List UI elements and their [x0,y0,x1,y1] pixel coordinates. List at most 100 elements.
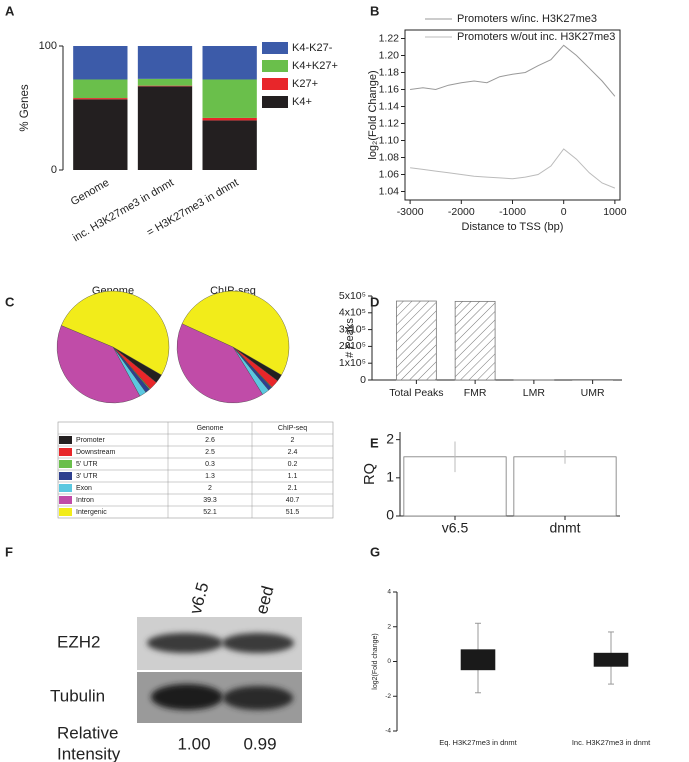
x-tick-label: v6.5 [442,520,469,536]
legend-label: Promoters w/inc. H3K27me3 [457,13,597,25]
bar-segment [73,46,128,80]
table-cell: 2.5 [205,449,215,456]
legend-swatch [262,60,288,72]
pie-slice [61,290,170,376]
x-tick-label: UMR [581,387,605,399]
table-cell: 52.1 [203,509,217,516]
x-tick-label: 1000 [603,206,627,218]
legend-swatch [262,96,288,108]
table-row-label: Promoter [76,437,105,444]
pie-slice [181,290,290,376]
intensity-value: 1.00 [177,734,210,753]
y-tick-label: 1.12 [379,117,400,129]
western-blot: v6.5 eed EZH2 Tubulin Relative Intensity… [50,580,302,762]
lane-label: v6.5 [186,580,213,616]
legend-label: K27+ [292,78,318,90]
line [410,148,616,189]
x-axis-label: Distance to TSS (bp) [462,221,564,233]
pie-slice [56,325,141,404]
x-tick-label: -3000 [397,206,424,218]
x-tick-label: FMR [464,387,487,399]
line [410,44,616,97]
bar-segment [73,99,128,170]
panel-label: G [370,544,380,559]
y-tick-label: 1.14 [379,100,400,112]
panel-label: E [370,435,379,450]
y-tick-label: 3x10⁵ [339,323,366,335]
blot-band [222,633,294,653]
table-cell: 1.3 [205,473,215,480]
y-axis-label: log₂(Fold Change) [367,70,379,159]
panel-label: A [5,3,15,18]
table-row-label: Intron [76,497,94,504]
y-tick-label: 1.16 [379,83,400,95]
intensity-value: 0.99 [243,734,276,753]
x-tick-label: Genome [69,177,112,208]
bar-segment [137,86,193,170]
y-tick-label: 5x10⁵ [339,290,366,302]
x-tick-label: dnmt [549,520,580,536]
y-tick-label: 1x10⁵ [339,357,366,369]
y-tick-label: 1.04 [379,185,400,197]
table-header: ChIP-seq [278,425,307,432]
y-axis-label: # Peaks [344,318,356,358]
y-tick-label: 0 [386,507,394,523]
y-tick-label: 1.22 [379,32,400,44]
table-cell: 40.7 [286,497,300,504]
y-tick-label: 2 [386,430,394,446]
panel-label: D [370,294,379,309]
bar [454,300,496,381]
legend-label: K4+K27+ [292,60,338,72]
y-tick-label: -2 [385,693,391,700]
y-axis-label: % Genes [19,84,31,132]
y-tick-label: -4 [385,728,391,735]
table-cell: 0.3 [205,461,215,468]
bar-segment [202,79,257,118]
table-row-label: 3' UTR [76,473,98,480]
blot-band [147,633,223,653]
table-swatch [59,496,72,504]
intensity-label: Relative [57,723,118,742]
y-tick-label: 0 [51,164,57,176]
legend-swatch [262,78,288,90]
pie-slice [176,323,263,404]
bar-segment [73,79,128,99]
table-cell: 39.3 [203,497,217,504]
y-tick-label: 0 [360,374,366,386]
table-swatch [59,484,72,492]
panel-label: F [5,544,13,559]
x-tick-label: -2000 [448,206,475,218]
legend-label: Promoters w/out inc. H3K27me3 [457,31,615,43]
box [593,652,629,667]
blot-band [223,686,293,710]
table-cell: 2.4 [288,449,298,456]
lane-label: eed [252,584,278,616]
table-cell: 2.1 [288,485,298,492]
y-tick-label: 2x10⁵ [339,340,366,352]
legend-swatch [262,42,288,54]
y-axis-label: log2(Fold change) [372,633,379,689]
legend-label: K4+ [292,96,312,108]
table-swatch [59,508,72,516]
y-tick-label: 0 [387,658,391,665]
legend-label: K4-K27- [292,42,333,54]
x-tick-label: Eq. H3K27me3 in dnmt [439,738,517,747]
bar-segment [202,117,257,121]
bar-segment [73,98,128,100]
x-tick-label: 0 [561,206,567,218]
table-row-label: 5' UTR [76,461,98,468]
table-swatch [59,460,72,468]
y-tick-label: 1.10 [379,134,400,146]
y-axis-label: RQ [362,463,378,485]
y-tick-label: 1.18 [379,66,400,78]
table-cell: 2 [291,437,295,444]
x-tick-label: Total Peaks [389,387,443,399]
y-tick-label: 4x10⁵ [339,307,366,319]
table-row-label: Exon [76,485,92,492]
bar [513,456,617,517]
bar [395,300,437,381]
table-swatch [59,436,72,444]
x-tick-label: Inc. H3K27me3 in dnmt [572,738,651,747]
y-tick-label: 4 [387,589,391,596]
table-row-label: Intergenic [76,509,107,516]
